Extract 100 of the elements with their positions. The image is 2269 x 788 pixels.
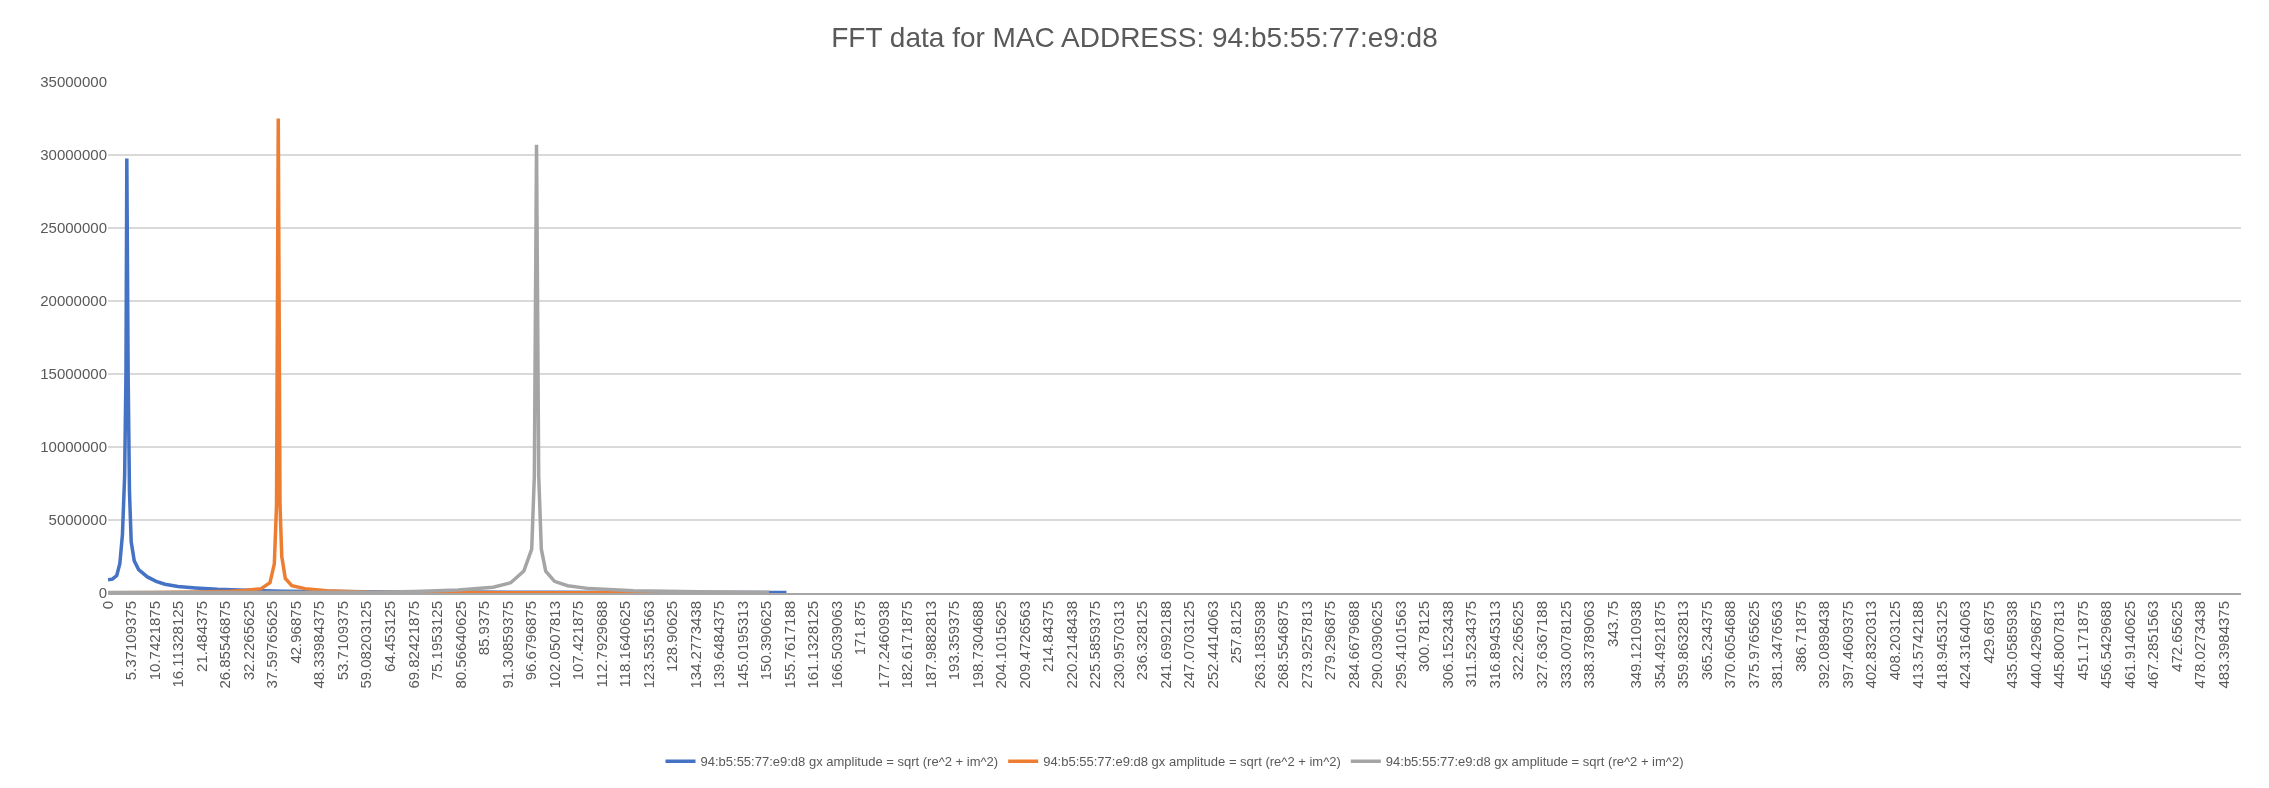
x-tick-label: 118.1640625 xyxy=(616,601,634,688)
x-tick-label: 429.6875 xyxy=(1979,601,1997,664)
x-tick-label: 150.390625 xyxy=(757,601,775,681)
x-tick-label: 204.1015625 xyxy=(992,601,1010,689)
x-tick-label: 214.84375 xyxy=(1039,601,1057,672)
x-tick-label: 112.7929688 xyxy=(592,601,610,688)
x-tick-label: 375.9765625 xyxy=(1744,601,1762,689)
x-tick-label: 85.9375 xyxy=(475,601,493,656)
x-tick-label: 478.0273438 xyxy=(2191,601,2209,689)
x-tick-label: 311.5234375 xyxy=(1462,601,1480,688)
x-tick-label: 171.875 xyxy=(851,601,869,656)
x-tick-label: 177.2460938 xyxy=(874,601,892,689)
x-tick-label: 102.0507813 xyxy=(545,601,563,689)
x-tick-label: 257.8125 xyxy=(1227,601,1245,664)
x-tick-label: 123.5351563 xyxy=(639,601,657,689)
x-tick-label: 386.71875 xyxy=(1791,601,1809,672)
x-tick-label: 338.3789063 xyxy=(1580,601,1598,689)
x-tick-label: 472.65625 xyxy=(2167,601,2185,672)
x-tick-label: 451.171875 xyxy=(2073,601,2091,681)
x-tick-label: 59.08203125 xyxy=(357,601,375,689)
x-tick-label: 193.359375 xyxy=(945,601,963,681)
y-tick-label: 15000000 xyxy=(40,365,107,383)
x-tick-label: 241.6992188 xyxy=(1156,601,1174,689)
x-tick-label: 37.59765625 xyxy=(263,601,281,689)
x-tick-label: 236.328125 xyxy=(1133,601,1151,681)
x-tick-label: 96.6796875 xyxy=(522,601,540,681)
x-tick-label: 392.0898438 xyxy=(1815,601,1833,689)
x-tick-label: 456.5429688 xyxy=(2097,601,2115,689)
x-tick-label: 306.1523438 xyxy=(1438,601,1456,689)
legend-label: 94:b5:55:77:e9:d8 gx amplitude = sqrt (re^2 + im^2) xyxy=(700,754,999,770)
x-tick-label: 16.11328125 xyxy=(169,601,187,688)
y-tick-label: 20000000 xyxy=(40,292,107,310)
y-tick-label: 25000000 xyxy=(40,219,107,237)
x-tick-label: 91.30859375 xyxy=(498,601,516,689)
x-tick-label: 435.0585938 xyxy=(2003,601,2021,689)
x-tick-label: 75.1953125 xyxy=(428,601,446,681)
x-tick-label: 316.8945313 xyxy=(1485,601,1503,689)
x-tick-label: 467.2851563 xyxy=(2144,601,2162,689)
x-tick-label: 32.2265625 xyxy=(239,601,257,681)
x-tick-label: 182.6171875 xyxy=(898,601,916,689)
x-tick-label: 359.8632813 xyxy=(1674,601,1692,689)
x-tick-label: 295.4101563 xyxy=(1391,601,1409,689)
x-tick-label: 365.234375 xyxy=(1697,601,1715,681)
x-tick-label: 64.453125 xyxy=(380,601,398,672)
x-tick-label: 80.56640625 xyxy=(451,601,469,689)
x-tick-label: 440.4296875 xyxy=(2026,601,2044,689)
x-tick-label: 53.7109375 xyxy=(333,601,351,681)
y-tick-label: 35000000 xyxy=(40,73,107,91)
x-tick-label: 273.9257813 xyxy=(1297,601,1315,689)
x-tick-label: 327.6367188 xyxy=(1533,601,1551,689)
y-tick-label: 5000000 xyxy=(48,511,107,529)
x-tick-label: 381.3476563 xyxy=(1768,601,1786,689)
x-tick-label: 128.90625 xyxy=(663,601,681,672)
x-tick-label: 445.8007813 xyxy=(2050,601,2068,689)
x-tick-label: 5.37109375 xyxy=(122,601,140,681)
x-tick-label: 42.96875 xyxy=(286,601,304,664)
x-tick-label: 483.3984375 xyxy=(2214,601,2232,689)
x-tick-label: 225.5859375 xyxy=(1086,601,1104,689)
legend-label: 94:b5:55:77:e9:d8 gx amplitude = sqrt (re^2 + im^2) xyxy=(1043,754,1341,770)
x-tick-label: 343.75 xyxy=(1603,601,1621,647)
x-tick-label: 354.4921875 xyxy=(1650,601,1668,689)
x-tick-label: 69.82421875 xyxy=(404,601,422,689)
x-tick-label: 397.4609375 xyxy=(1838,601,1856,689)
x-tick-label: 279.296875 xyxy=(1321,601,1339,681)
x-tick-label: 134.2773438 xyxy=(686,601,704,689)
x-tick-label: 300.78125 xyxy=(1415,601,1433,672)
y-tick-label: 0 xyxy=(98,584,107,602)
x-tick-label: 252.4414063 xyxy=(1203,601,1221,689)
x-tick-label: 21.484375 xyxy=(192,601,210,672)
x-tick-label: 290.0390625 xyxy=(1368,601,1386,689)
x-tick-label: 247.0703125 xyxy=(1180,601,1198,689)
x-tick-label: 107.421875 xyxy=(569,601,587,681)
x-tick-label: 139.6484375 xyxy=(710,601,728,689)
x-tick-label: 349.1210938 xyxy=(1627,601,1645,689)
x-tick-label: 413.5742188 xyxy=(1909,601,1927,689)
legend-label: 94:b5:55:77:e9:d8 gx amplitude = sqrt (re^2 + im^2) xyxy=(1385,754,1684,770)
x-tick-label: 402.8320313 xyxy=(1862,601,1880,689)
x-tick-label: 263.1835938 xyxy=(1250,601,1268,689)
x-tick-label: 48.33984375 xyxy=(310,601,328,689)
x-tick-label: 187.9882813 xyxy=(921,601,939,689)
x-tick-label: 322.265625 xyxy=(1509,601,1527,681)
x-tick-label: 370.6054688 xyxy=(1721,601,1739,689)
y-tick-label: 30000000 xyxy=(40,146,107,164)
x-tick-label: 268.5546875 xyxy=(1274,601,1292,689)
y-tick-label: 10000000 xyxy=(40,438,107,456)
x-tick-label: 209.4726563 xyxy=(1015,601,1033,689)
x-tick-label: 408.203125 xyxy=(1885,601,1903,681)
x-tick-label: 0 xyxy=(98,601,116,610)
x-tick-label: 198.7304688 xyxy=(968,601,986,689)
x-tick-label: 161.1328125 xyxy=(804,601,822,689)
x-tick-label: 284.6679688 xyxy=(1344,601,1362,689)
x-tick-label: 230.9570313 xyxy=(1109,601,1127,689)
x-tick-label: 333.0078125 xyxy=(1556,601,1574,689)
x-tick-label: 461.9140625 xyxy=(2120,601,2138,689)
x-tick-label: 10.7421875 xyxy=(145,601,163,681)
x-tick-label: 166.5039063 xyxy=(827,601,845,689)
chart-title: FFT data for MAC ADDRESS: 94:b5:55:77:e9:d8 xyxy=(831,22,1438,54)
x-tick-label: 145.0195313 xyxy=(733,601,751,689)
x-tick-label: 155.7617188 xyxy=(780,601,798,689)
x-tick-label: 418.9453125 xyxy=(1932,601,1950,689)
